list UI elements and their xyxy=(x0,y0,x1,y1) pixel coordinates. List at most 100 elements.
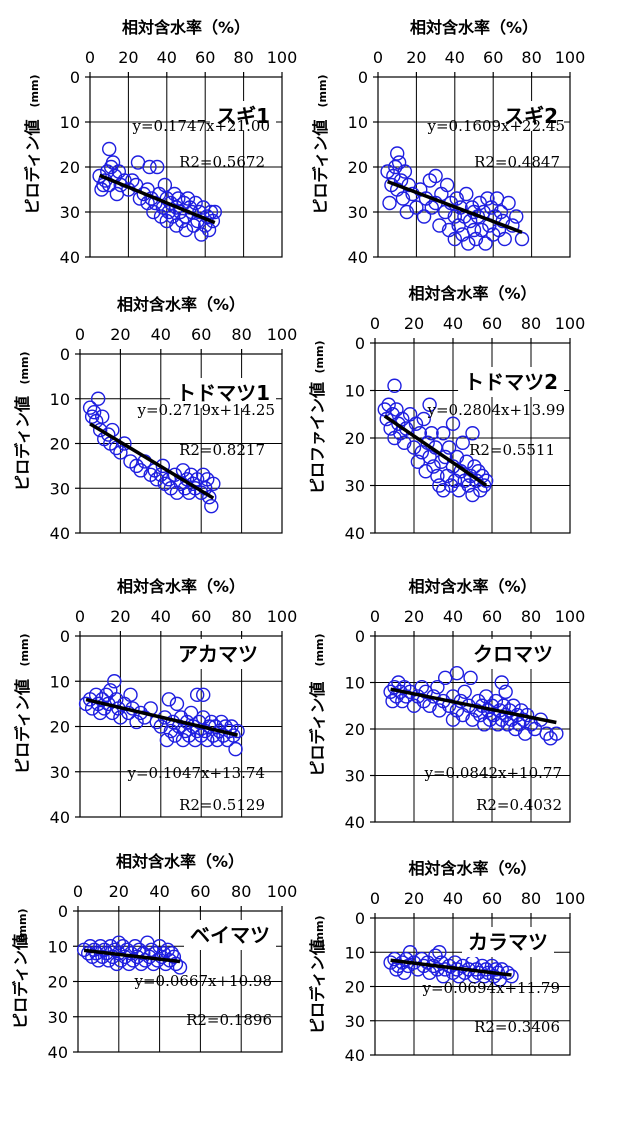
x-tick-label: 0 xyxy=(85,48,95,67)
x-tick-label: 40 xyxy=(151,607,171,626)
data-point xyxy=(107,674,122,689)
regression-equation: y=0.1747x+21.00 xyxy=(132,117,271,135)
data-point xyxy=(478,236,493,251)
data-point xyxy=(399,421,414,436)
regression-line xyxy=(83,948,181,964)
y-axis-unit: (mm) xyxy=(16,909,29,942)
y-axis-unit: (mm) xyxy=(313,341,326,374)
regression-equation: y=0.0694x+11.79 xyxy=(422,979,561,997)
data-point xyxy=(439,177,455,193)
data-point xyxy=(169,696,185,712)
regression-equation: y=0.2719x+14.25 xyxy=(137,401,276,419)
x-tick-label: 0 xyxy=(75,325,85,344)
species-label-bg xyxy=(498,101,564,131)
x-tick-label: 100 xyxy=(267,48,298,67)
r-squared: R2=0.5511 xyxy=(469,441,555,459)
data-point xyxy=(408,416,424,431)
y-axis-unit: (mm) xyxy=(18,352,31,385)
data-point xyxy=(466,222,482,238)
y-tick-label: 30 xyxy=(50,479,70,498)
x-tick-label: 20 xyxy=(406,48,426,67)
data-point xyxy=(381,397,396,412)
data-point xyxy=(117,436,132,451)
species-label-bg xyxy=(210,101,276,131)
y-tick-label: 40 xyxy=(345,524,365,543)
x-tick-label: 0 xyxy=(75,607,85,626)
x-tick-label: 40 xyxy=(443,889,463,908)
y-tick-label: 10 xyxy=(345,943,365,962)
x-tick-label: 20 xyxy=(110,607,130,626)
x-tick-label: 20 xyxy=(110,325,130,344)
data-point xyxy=(175,463,191,478)
data-point xyxy=(111,935,127,950)
data-point xyxy=(467,459,482,474)
data-point xyxy=(153,719,169,734)
x-tick-label: 20 xyxy=(118,48,138,67)
data-point xyxy=(539,726,554,741)
data-point xyxy=(113,710,128,725)
data-point xyxy=(390,146,405,161)
regression-equation: y=0.1609x+22.45 xyxy=(427,117,566,135)
regression-line xyxy=(390,687,557,725)
x-tick-label: 0 xyxy=(370,889,380,908)
y-tick-label: 0 xyxy=(358,68,368,87)
data-point xyxy=(422,173,438,188)
data-point xyxy=(432,218,447,233)
x-tick-label: 0 xyxy=(373,48,383,67)
y-tick-label: 40 xyxy=(345,813,365,832)
data-point xyxy=(188,195,203,211)
data-point xyxy=(549,726,564,741)
x-tick-label: 80 xyxy=(231,607,251,626)
data-point xyxy=(504,969,519,984)
x-tick-label: 80 xyxy=(521,314,541,333)
data-point xyxy=(204,498,219,514)
data-point xyxy=(92,422,108,438)
data-point xyxy=(509,209,524,224)
x-tick-label: 100 xyxy=(555,314,586,333)
data-point xyxy=(385,693,400,709)
data-point xyxy=(196,687,211,703)
regression-equation: y=0.1047x+13.74 xyxy=(127,764,266,782)
data-point xyxy=(90,391,106,406)
data-point xyxy=(397,164,413,179)
data-point xyxy=(402,407,418,422)
data-point xyxy=(465,426,480,441)
regression-equation: y=0.0667x+10.98 xyxy=(134,972,273,990)
y-axis-unit: (mm) xyxy=(18,634,31,667)
x-tick-label: 40 xyxy=(445,48,465,67)
data-point xyxy=(430,468,445,484)
species-label: スギ2 xyxy=(504,104,558,128)
data-point xyxy=(449,666,465,681)
y-axis-title: ピロディン値 xyxy=(13,396,32,491)
species-label-bg xyxy=(172,639,264,669)
data-point xyxy=(391,416,406,431)
data-point xyxy=(107,942,122,957)
r-squared: R2=0.8217 xyxy=(179,441,265,459)
y-tick-label: 10 xyxy=(348,113,368,132)
x-tick-label: 60 xyxy=(191,325,211,344)
data-point xyxy=(129,714,144,730)
x-axis-title: 相対含水率（%） xyxy=(408,284,536,303)
regression-equation: y=0.0842x+10.77 xyxy=(424,764,563,782)
data-point xyxy=(465,487,480,503)
data-point xyxy=(157,177,173,193)
data-point xyxy=(424,200,439,215)
data-point xyxy=(169,485,185,500)
species-label-bg xyxy=(458,367,564,397)
data-point xyxy=(178,222,194,238)
data-point xyxy=(99,687,114,703)
y-tick-label: 20 xyxy=(60,158,80,177)
y-tick-label: 10 xyxy=(345,382,365,401)
data-point xyxy=(115,939,131,954)
y-tick-label: 20 xyxy=(345,978,365,997)
y-tick-label: 40 xyxy=(348,248,368,267)
data-point xyxy=(189,687,205,703)
data-point xyxy=(497,231,512,247)
y-axis-title: ピロディン値 xyxy=(308,939,327,1034)
x-tick-label: 20 xyxy=(109,882,129,901)
species-label-bg xyxy=(462,927,554,957)
y-tick-label: 30 xyxy=(48,1008,68,1027)
data-point xyxy=(459,454,474,469)
data-point xyxy=(167,186,182,202)
